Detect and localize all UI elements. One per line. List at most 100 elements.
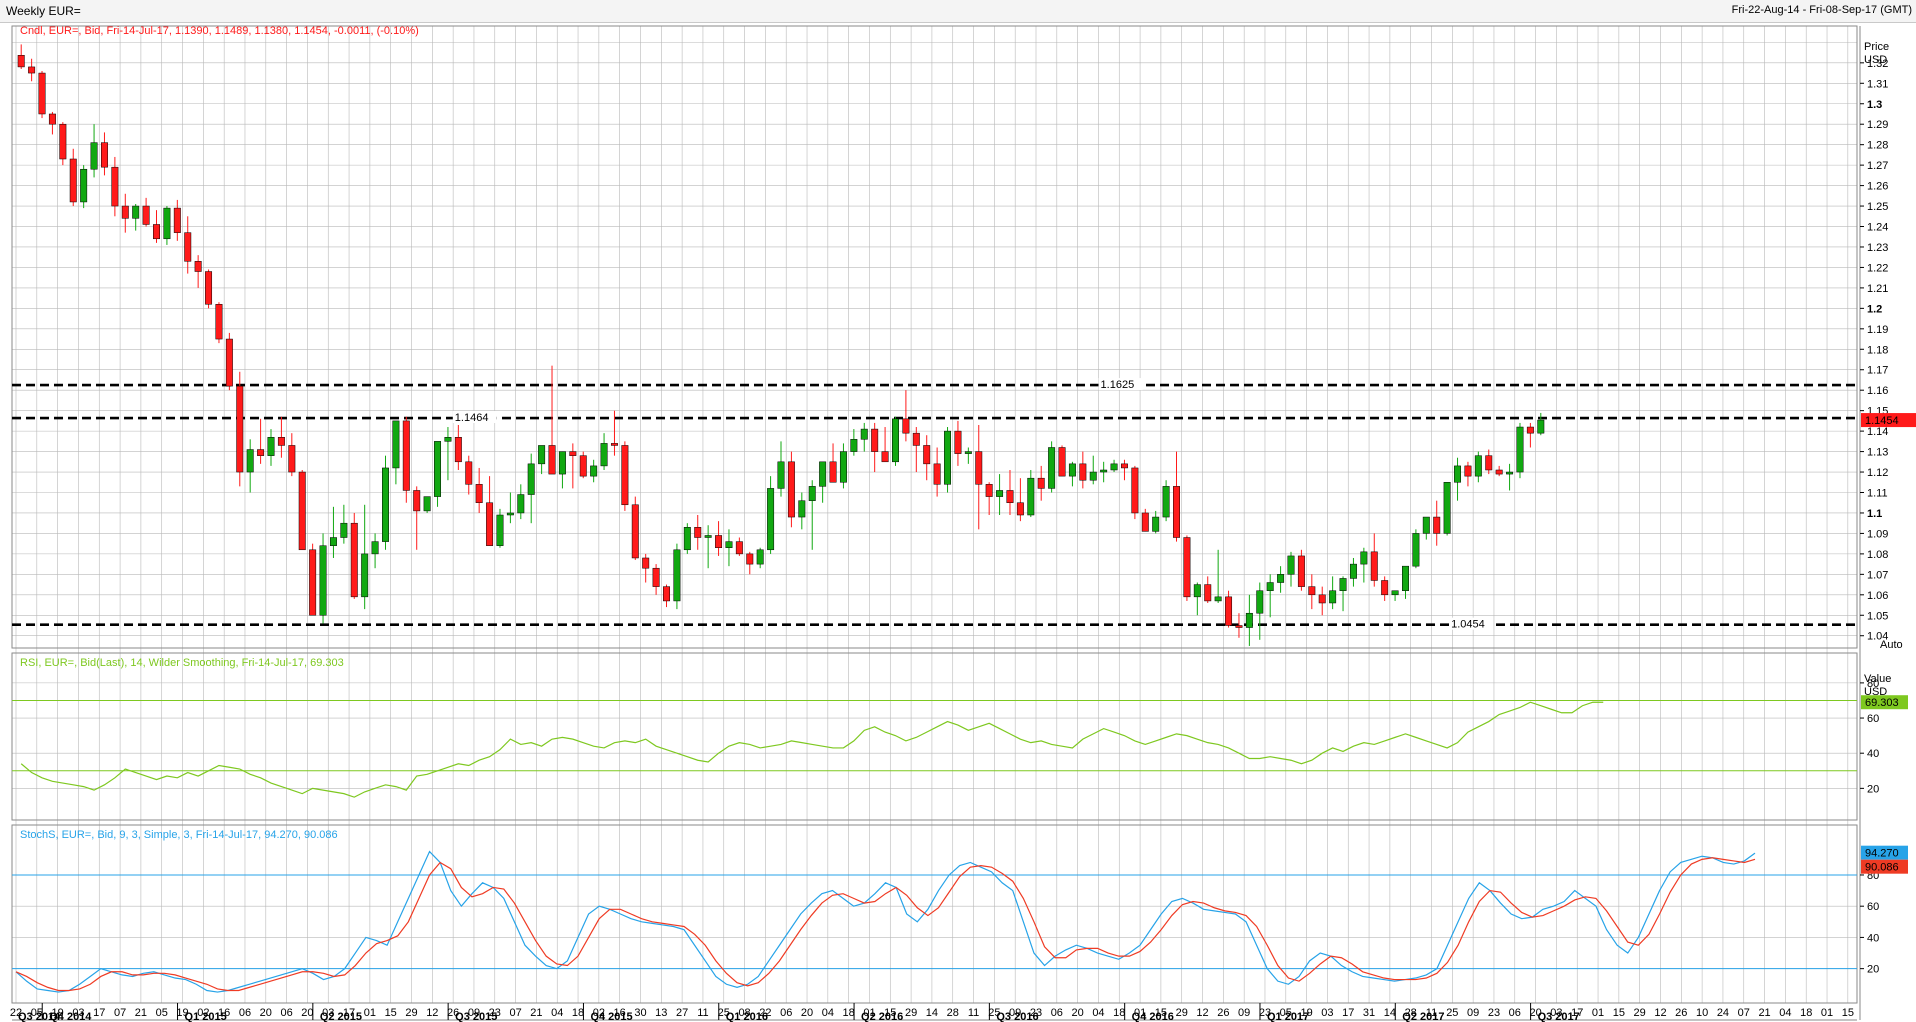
- candle[interactable]: [48, 113, 56, 125]
- candle[interactable]: [683, 527, 691, 551]
- candle[interactable]: [371, 541, 379, 555]
- candle[interactable]: [1485, 455, 1493, 471]
- candle[interactable]: [1464, 465, 1472, 477]
- candle[interactable]: [1131, 467, 1139, 514]
- candle[interactable]: [277, 437, 285, 446]
- candle[interactable]: [1183, 537, 1191, 598]
- candle[interactable]: [1162, 486, 1170, 518]
- candle[interactable]: [1474, 455, 1482, 477]
- candle[interactable]: [527, 463, 535, 495]
- candle[interactable]: [548, 445, 556, 475]
- candle[interactable]: [423, 496, 431, 512]
- candle[interactable]: [839, 451, 847, 483]
- candle[interactable]: [1141, 512, 1149, 532]
- candle[interactable]: [1506, 471, 1514, 475]
- candle[interactable]: [725, 541, 733, 548]
- candle[interactable]: [1339, 578, 1347, 591]
- candle[interactable]: [1318, 594, 1326, 604]
- candle[interactable]: [610, 443, 618, 446]
- candle[interactable]: [402, 420, 410, 491]
- candle[interactable]: [621, 445, 629, 506]
- candle[interactable]: [829, 461, 837, 483]
- candle[interactable]: [111, 166, 119, 207]
- candle[interactable]: [1214, 596, 1222, 602]
- candle[interactable]: [1100, 469, 1108, 473]
- candle[interactable]: [454, 437, 462, 463]
- candle[interactable]: [590, 465, 598, 477]
- candle[interactable]: [600, 443, 608, 467]
- candle[interactable]: [100, 142, 108, 168]
- candle[interactable]: [954, 430, 962, 454]
- candle[interactable]: [475, 484, 483, 503]
- candle[interactable]: [1006, 490, 1014, 503]
- candle[interactable]: [309, 549, 317, 616]
- candle[interactable]: [1016, 502, 1024, 516]
- candle[interactable]: [892, 418, 899, 463]
- candle[interactable]: [194, 261, 202, 272]
- candle[interactable]: [694, 527, 702, 538]
- candle[interactable]: [142, 205, 150, 225]
- candle[interactable]: [1454, 465, 1462, 483]
- candle[interactable]: [517, 494, 525, 514]
- candle[interactable]: [1526, 426, 1534, 434]
- candle[interactable]: [1110, 463, 1118, 471]
- candle[interactable]: [631, 504, 639, 559]
- candle[interactable]: [569, 451, 577, 456]
- candle[interactable]: [1412, 533, 1420, 567]
- candle[interactable]: [246, 449, 254, 473]
- candle[interactable]: [704, 535, 712, 538]
- candle[interactable]: [1360, 551, 1368, 565]
- candle[interactable]: [434, 441, 442, 497]
- candle[interactable]: [1308, 586, 1316, 596]
- candle[interactable]: [558, 451, 566, 475]
- candle[interactable]: [496, 514, 504, 546]
- candle[interactable]: [28, 66, 36, 74]
- candle[interactable]: [1422, 516, 1430, 534]
- candle[interactable]: [319, 545, 327, 616]
- candle[interactable]: [1235, 625, 1243, 628]
- candle[interactable]: [38, 72, 46, 115]
- candle[interactable]: [236, 385, 244, 473]
- candle[interactable]: [444, 437, 452, 442]
- candle[interactable]: [912, 432, 920, 446]
- candle[interactable]: [663, 586, 670, 602]
- candle[interactable]: [808, 486, 816, 501]
- candle[interactable]: [486, 502, 494, 546]
- candle[interactable]: [902, 418, 910, 434]
- candle[interactable]: [673, 549, 681, 602]
- candle[interactable]: [944, 430, 952, 485]
- candle[interactable]: [329, 537, 337, 546]
- candle[interactable]: [350, 522, 358, 598]
- candle[interactable]: [1048, 447, 1056, 489]
- candle[interactable]: [1173, 486, 1180, 538]
- candle[interactable]: [90, 142, 98, 170]
- candle[interactable]: [1370, 551, 1378, 581]
- candle[interactable]: [777, 461, 785, 489]
- price-axis-auto[interactable]: Auto: [1880, 639, 1903, 651]
- candle[interactable]: [17, 55, 25, 68]
- candle[interactable]: [1443, 482, 1451, 534]
- candle[interactable]: [1537, 419, 1545, 434]
- candle[interactable]: [298, 471, 306, 551]
- candle[interactable]: [975, 451, 983, 485]
- candle[interactable]: [69, 158, 77, 203]
- candle[interactable]: [933, 463, 941, 485]
- candle[interactable]: [361, 553, 369, 598]
- candle[interactable]: [1079, 463, 1087, 481]
- candle[interactable]: [1089, 471, 1097, 481]
- candle[interactable]: [184, 232, 192, 262]
- candle[interactable]: [506, 512, 514, 516]
- candle[interactable]: [173, 207, 181, 233]
- candle[interactable]: [1204, 584, 1212, 602]
- candle[interactable]: [340, 522, 348, 538]
- candle[interactable]: [267, 437, 275, 456]
- candle[interactable]: [392, 420, 400, 469]
- candle[interactable]: [1068, 463, 1076, 477]
- candle[interactable]: [798, 500, 806, 518]
- candle[interactable]: [153, 224, 160, 240]
- candle[interactable]: [1381, 580, 1389, 596]
- candle[interactable]: [1495, 469, 1503, 475]
- candle[interactable]: [1349, 563, 1357, 579]
- candle[interactable]: [642, 557, 650, 569]
